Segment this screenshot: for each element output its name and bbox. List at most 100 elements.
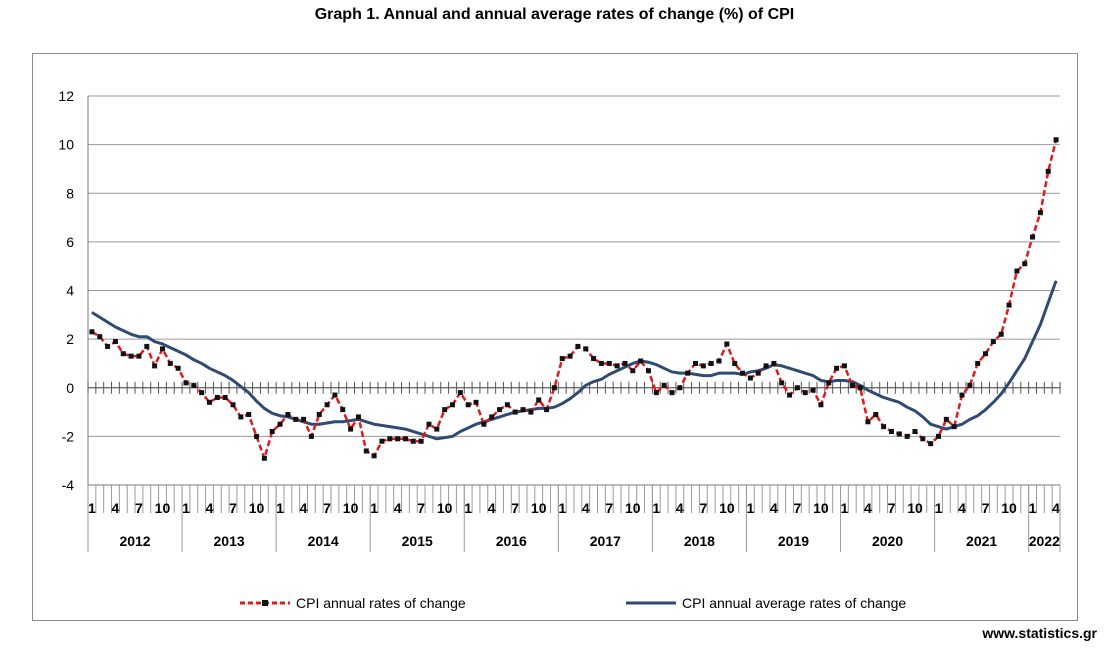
data-point-annual: [191, 382, 197, 388]
data-point-annual: [990, 339, 996, 345]
legend-average-label: CPI annual average rates of change: [682, 595, 907, 611]
x-month-label: 4: [300, 500, 308, 516]
data-point-annual: [1053, 137, 1059, 143]
data-point-annual: [755, 370, 761, 376]
data-point-annual: [112, 339, 118, 345]
chart-frame: [32, 53, 1078, 621]
data-point-annual: [175, 365, 181, 371]
data-point-annual: [787, 392, 793, 398]
y-tick-label: 12: [58, 88, 74, 104]
y-tick-label: -2: [62, 428, 75, 444]
data-point-annual: [598, 360, 604, 366]
data-point-annual: [214, 394, 220, 400]
data-point-annual: [685, 370, 691, 376]
data-point-annual: [536, 397, 542, 403]
data-point-annual: [426, 421, 432, 427]
data-point-annual: [630, 368, 636, 374]
data-point-annual: [544, 407, 550, 413]
data-point-annual: [465, 402, 471, 408]
data-point-annual: [920, 436, 926, 442]
data-point-annual: [183, 380, 189, 386]
data-point-annual: [246, 411, 252, 417]
data-point-annual: [771, 360, 777, 366]
data-point-annual: [418, 438, 424, 444]
x-month-label: 10: [249, 500, 265, 516]
data-point-annual: [551, 385, 557, 391]
data-point-annual: [128, 353, 134, 359]
data-point-annual: [693, 360, 698, 366]
data-point-annual: [677, 385, 683, 391]
data-point-annual: [622, 360, 628, 366]
data-point-annual: [975, 360, 981, 366]
data-point-annual: [591, 356, 597, 362]
data-point-annual: [794, 385, 800, 391]
x-year-label: 2015: [402, 533, 433, 549]
data-point-annual: [896, 431, 902, 437]
x-month-label: 1: [464, 500, 472, 516]
data-point-annual: [442, 407, 448, 413]
data-point-annual: [865, 419, 871, 425]
data-point-annual: [293, 416, 299, 422]
data-point-annual: [881, 424, 887, 430]
data-point-annual: [159, 346, 165, 352]
data-point-annual: [348, 426, 354, 432]
legend-annual-label: CPI annual rates of change: [296, 595, 466, 611]
data-point-annual: [888, 429, 894, 435]
series-line-average: [91, 280, 1058, 441]
x-month-label: 4: [112, 500, 120, 516]
x-year-label: 2012: [119, 533, 150, 549]
x-year-label: 2017: [590, 533, 621, 549]
data-point-annual: [967, 382, 973, 388]
data-point-annual: [716, 358, 722, 364]
data-point-annual: [254, 433, 260, 439]
x-month-label: 10: [907, 500, 923, 516]
y-tick-label: 2: [66, 331, 74, 347]
x-month-label: 10: [719, 500, 735, 516]
data-point-annual: [473, 399, 479, 405]
x-month-label: 4: [958, 500, 966, 516]
x-month-label: 1: [746, 500, 754, 516]
x-month-label: 10: [813, 500, 829, 516]
x-year-label: 2018: [684, 533, 715, 549]
data-point-annual: [402, 436, 408, 442]
data-point-annual: [700, 363, 706, 369]
x-month-label: 10: [343, 500, 359, 516]
y-tick-label: 0: [66, 380, 74, 396]
data-point-annual: [481, 421, 487, 427]
data-point-annual: [340, 407, 346, 413]
data-point-annual: [308, 433, 314, 439]
data-point-annual: [363, 448, 369, 454]
x-month-label: 10: [531, 500, 547, 516]
data-point-annual: [301, 416, 307, 422]
x-month-label: 1: [841, 500, 849, 516]
data-point-annual: [450, 402, 455, 408]
data-point-annual: [763, 363, 769, 369]
data-point-annual: [818, 402, 824, 408]
x-year-label: 2014: [308, 533, 339, 549]
data-point-annual: [638, 358, 644, 364]
x-month-label: 1: [370, 500, 378, 516]
data-point-annual: [1014, 268, 1020, 274]
data-point-annual: [410, 438, 416, 444]
x-month-label: 10: [155, 500, 171, 516]
x-month-label: 1: [652, 500, 660, 516]
data-point-annual: [1045, 168, 1051, 174]
data-point-annual: [355, 414, 361, 420]
data-point-annual: [740, 370, 746, 376]
data-point-annual: [277, 421, 283, 427]
data-point-annual: [434, 426, 440, 432]
x-month-label: 7: [888, 500, 896, 516]
x-month-label: 4: [676, 500, 684, 516]
data-point-annual: [841, 363, 847, 369]
data-point-annual: [810, 387, 816, 393]
x-month-label: 7: [135, 500, 143, 516]
data-point-annual: [669, 390, 675, 396]
data-point-annual: [207, 399, 212, 405]
data-point-annual: [97, 334, 103, 340]
data-point-annual: [606, 360, 612, 366]
data-point-annual: [983, 351, 989, 357]
data-point-annual: [457, 390, 463, 396]
x-month-label: 4: [206, 500, 214, 516]
data-point-annual: [912, 429, 918, 435]
data-point-annual: [199, 390, 205, 396]
